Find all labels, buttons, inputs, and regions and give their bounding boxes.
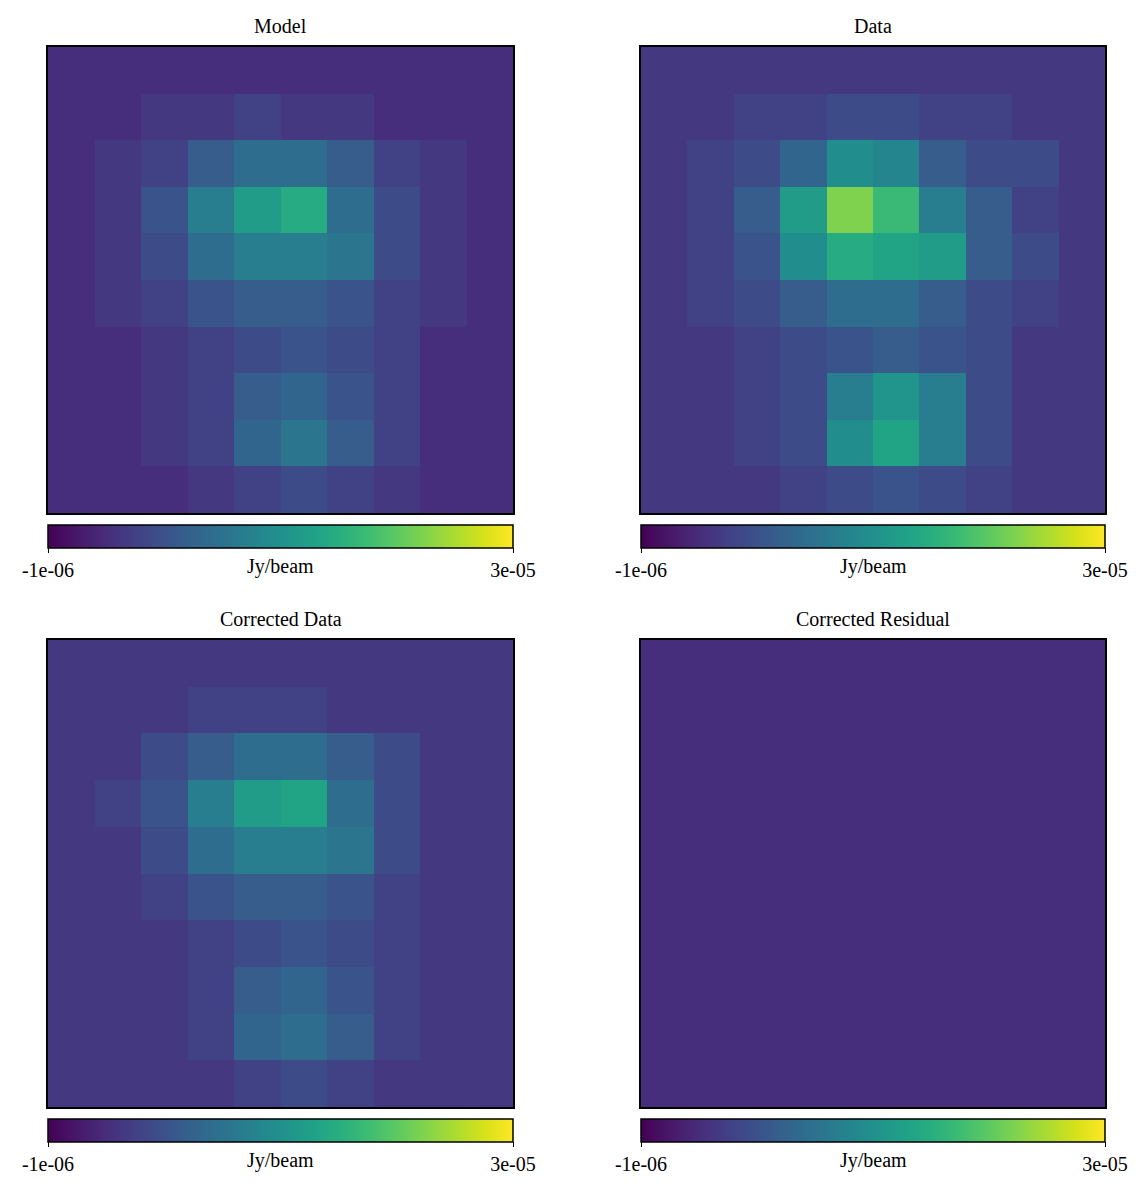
svg-text:Jy/beam: Jy/beam — [840, 555, 907, 578]
svg-text:Corrected Residual: Corrected Residual — [796, 608, 950, 630]
svg-text:3e-05: 3e-05 — [1082, 559, 1128, 581]
svg-text:-1e-06: -1e-06 — [22, 1153, 74, 1175]
svg-text:-1e-06: -1e-06 — [615, 559, 667, 581]
svg-text:3e-05: 3e-05 — [1082, 1153, 1128, 1175]
svg-text:-1e-06: -1e-06 — [615, 1153, 667, 1175]
svg-text:Jy/beam: Jy/beam — [840, 1149, 907, 1172]
svg-text:Corrected Data: Corrected Data — [220, 608, 342, 630]
svg-text:Data: Data — [854, 15, 892, 37]
svg-text:Jy/beam: Jy/beam — [247, 555, 314, 578]
svg-text:Jy/beam: Jy/beam — [247, 1149, 314, 1172]
svg-text:Model: Model — [254, 15, 307, 37]
svg-text:-1e-06: -1e-06 — [22, 559, 74, 581]
svg-text:3e-05: 3e-05 — [490, 1153, 536, 1175]
svg-text:3e-05: 3e-05 — [490, 559, 536, 581]
